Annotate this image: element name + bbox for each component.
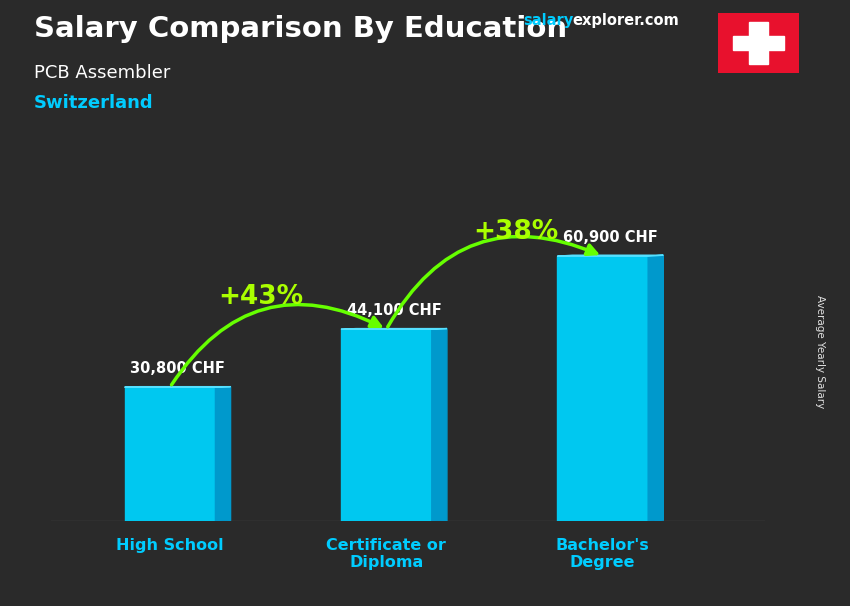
Text: salary: salary [523,13,573,28]
Text: PCB Assembler: PCB Assembler [34,64,170,82]
Text: explorer.com: explorer.com [572,13,679,28]
Text: 60,900 CHF: 60,900 CHF [563,230,658,245]
Text: Average Yearly Salary: Average Yearly Salary [815,295,825,408]
Bar [749,22,768,64]
Bar [341,329,432,521]
Text: Salary Comparison By Education: Salary Comparison By Education [34,15,567,43]
Text: 44,100 CHF: 44,100 CHF [347,304,441,318]
Polygon shape [649,255,663,521]
Text: Switzerland: Switzerland [34,94,154,112]
Polygon shape [215,387,230,521]
Polygon shape [341,328,447,329]
Bar [558,256,649,521]
Bar [125,387,215,521]
Polygon shape [558,255,663,256]
Text: 30,800 CHF: 30,800 CHF [130,361,225,376]
Polygon shape [432,328,447,521]
Text: +43%: +43% [218,284,303,310]
Text: +38%: +38% [473,219,558,245]
Bar [733,36,785,50]
